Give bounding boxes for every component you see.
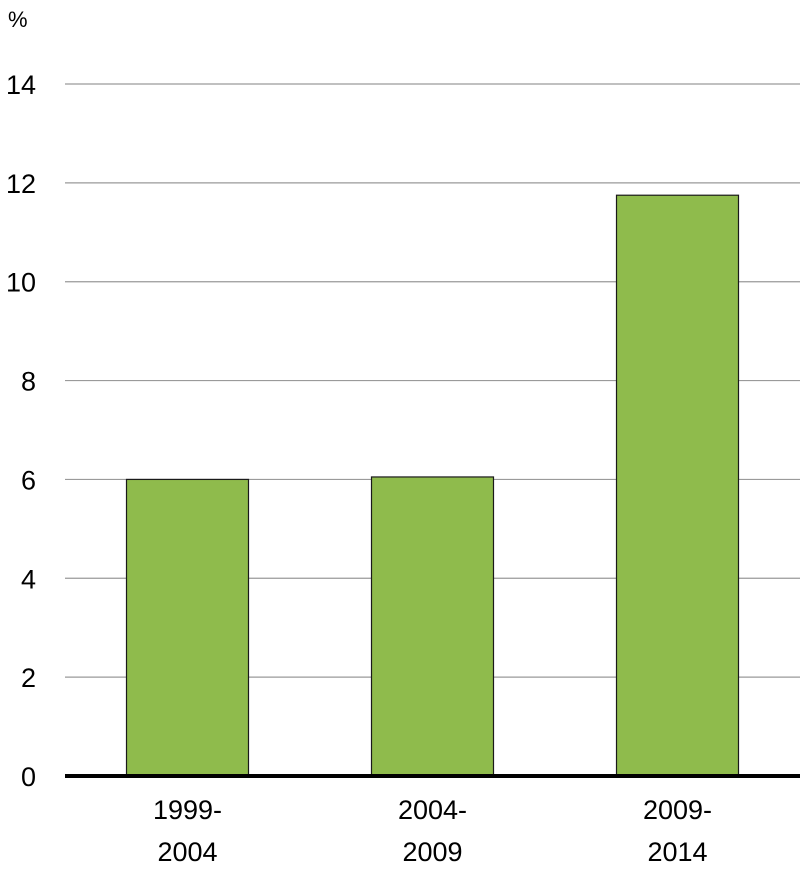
- y-tick-label: 10: [6, 268, 36, 298]
- bar: [370, 476, 495, 777]
- x-tick-label-line: 2004-: [398, 795, 467, 825]
- y-tick-label: 4: [21, 564, 36, 594]
- x-tick-label-line: 2009: [402, 837, 462, 867]
- x-tick-label-line: 2004: [157, 837, 217, 867]
- x-tick-label: 2004- 2009: [398, 795, 467, 867]
- y-tick-label: 0: [21, 762, 36, 792]
- x-tick-label-line: 1999-: [153, 795, 222, 825]
- bar: [615, 194, 740, 777]
- y-tick-label: 14: [6, 70, 36, 100]
- x-tick-labels: 1999- 2004 2004- 2009 2009- 2014: [153, 795, 712, 867]
- y-axis-unit-label: %: [8, 7, 28, 32]
- y-tick-labels: 0 2 4 6 8 10 12 14: [6, 70, 36, 792]
- y-tick-label: 6: [21, 465, 36, 495]
- x-tick-label-line: 2009-: [643, 795, 712, 825]
- y-tick-label: 12: [6, 169, 36, 199]
- y-tick-label: 8: [21, 367, 36, 397]
- x-tick-label-line: 2014: [647, 837, 707, 867]
- y-tick-label: 2: [21, 663, 36, 693]
- bars: [125, 194, 740, 777]
- x-tick-label: 2009- 2014: [643, 795, 712, 867]
- x-tick-label: 1999- 2004: [153, 795, 222, 867]
- bar: [125, 478, 250, 777]
